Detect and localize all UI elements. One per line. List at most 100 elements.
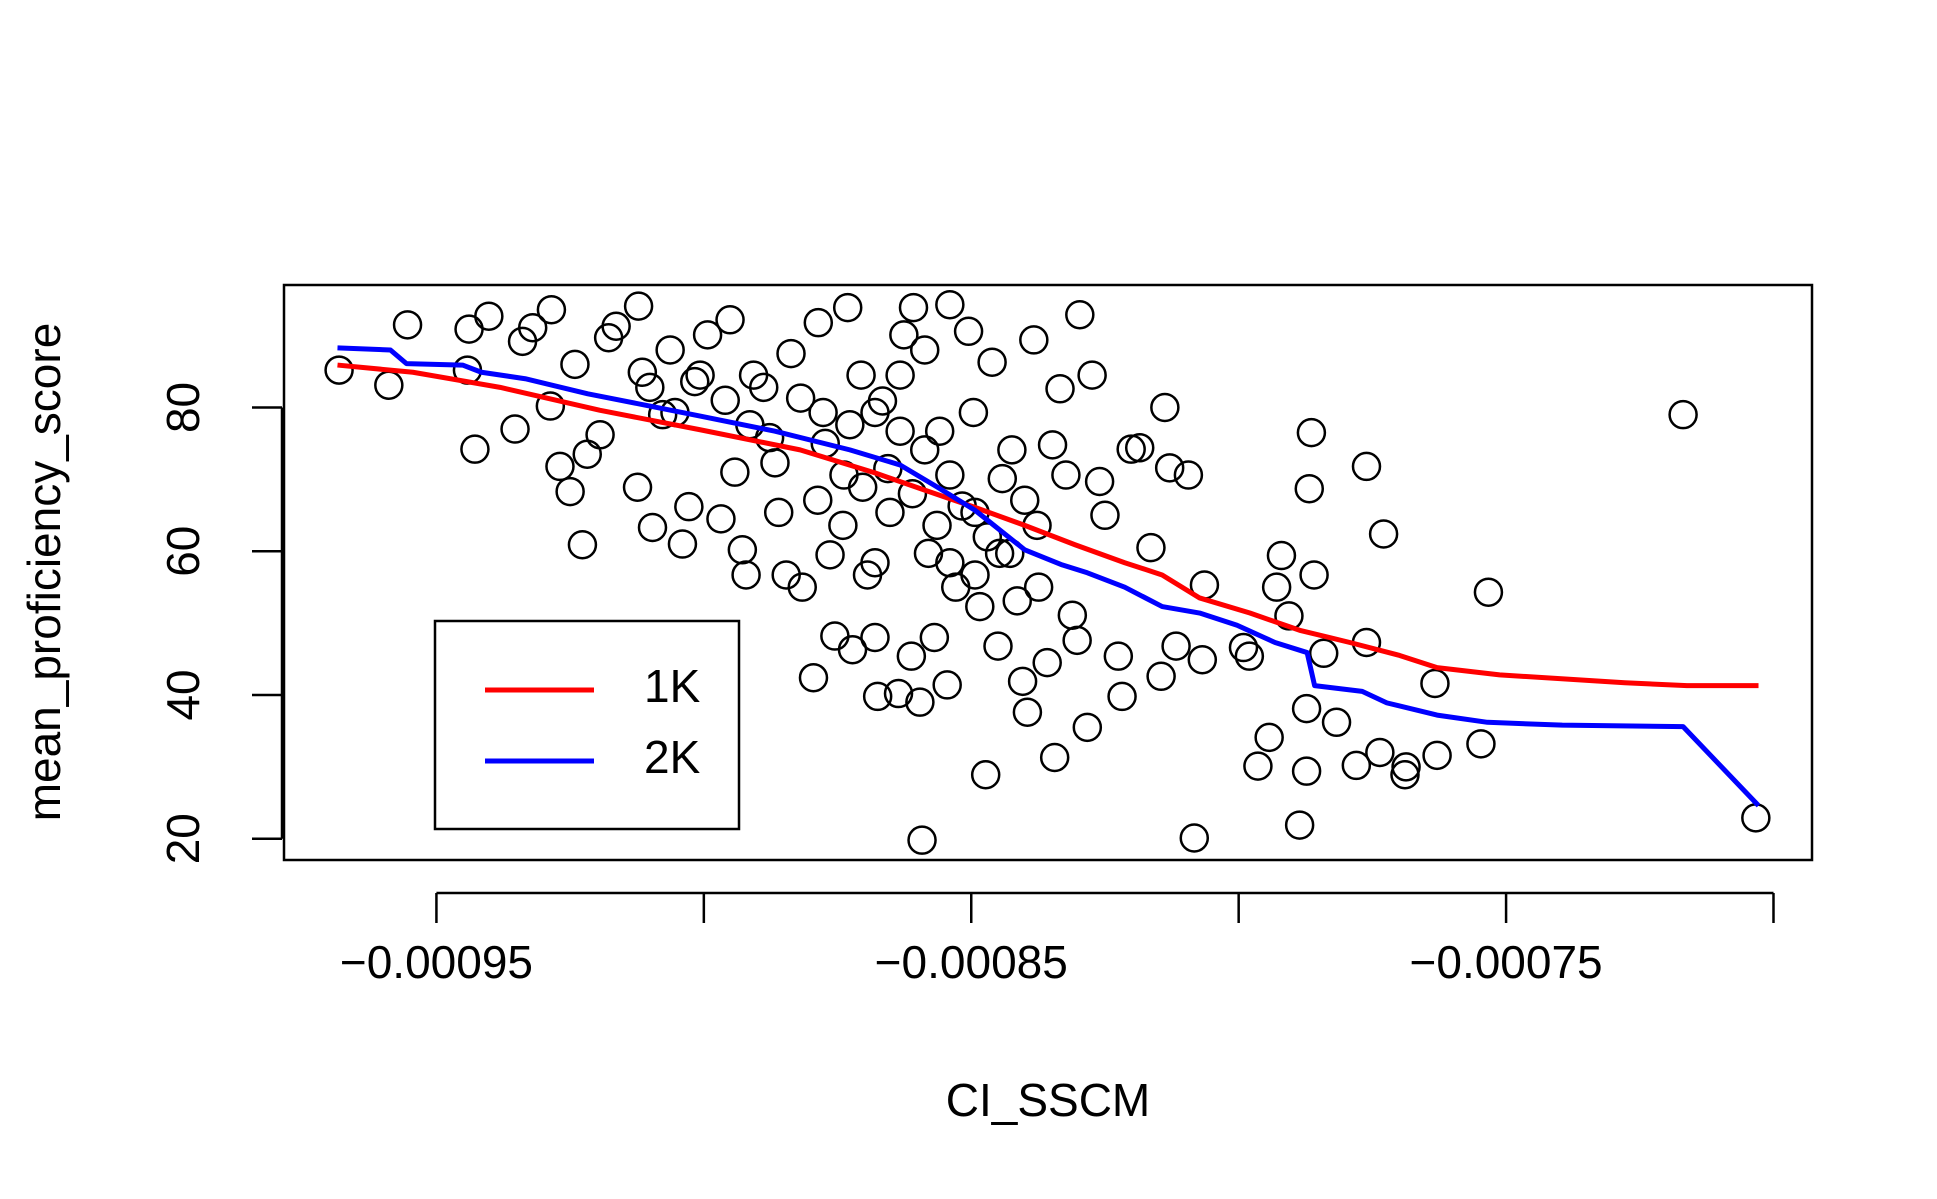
- point: [787, 572, 817, 602]
- point: [1291, 756, 1322, 786]
- point: [1365, 737, 1395, 768]
- point: [953, 316, 984, 347]
- x-tick-label: −0.00085: [875, 936, 1068, 988]
- point: [738, 360, 769, 390]
- point: [1002, 586, 1032, 616]
- point: [1274, 601, 1304, 631]
- point: [875, 497, 905, 528]
- point: [885, 416, 915, 446]
- point: [760, 448, 790, 478]
- point: [983, 631, 1013, 661]
- point: [374, 370, 404, 400]
- point: [970, 760, 1001, 790]
- point: [1187, 645, 1218, 675]
- point: [847, 472, 878, 503]
- point: [1420, 668, 1450, 699]
- point: [560, 349, 590, 380]
- point: [720, 457, 750, 487]
- point: [1019, 325, 1049, 355]
- point: [808, 397, 838, 428]
- point: [1072, 712, 1103, 743]
- point: [1284, 810, 1315, 840]
- point: [692, 320, 723, 350]
- y-tick-label: 80: [157, 382, 209, 433]
- point: [637, 512, 668, 543]
- point: [972, 522, 1003, 552]
- point: [685, 360, 715, 390]
- point: [837, 634, 868, 665]
- point: [763, 497, 794, 528]
- point: [1466, 729, 1496, 759]
- line-series: [337, 345, 1761, 808]
- point: [1039, 742, 1070, 773]
- point: [832, 292, 863, 323]
- point: [1065, 300, 1095, 330]
- point: [1351, 451, 1382, 482]
- point: [965, 591, 995, 622]
- legend-label: 2K: [644, 731, 701, 783]
- x-tick-label: −0.00075: [1410, 936, 1603, 988]
- legend-label: 1K: [644, 660, 701, 712]
- y-tick-label: 40: [157, 669, 209, 720]
- point: [987, 463, 1018, 494]
- point: [1391, 752, 1421, 782]
- point: [1294, 473, 1325, 504]
- point: [776, 338, 806, 369]
- point: [1032, 647, 1062, 678]
- point: [1062, 625, 1092, 656]
- point: [924, 416, 955, 446]
- point: [1124, 432, 1155, 463]
- point: [622, 472, 653, 503]
- point: [567, 530, 598, 560]
- y-tick-label: 60: [157, 526, 209, 577]
- point: [1116, 434, 1146, 464]
- point: [1084, 466, 1115, 497]
- point: [324, 355, 354, 385]
- point: [1261, 572, 1292, 602]
- point: [835, 409, 865, 440]
- point: [896, 641, 927, 671]
- point: [1741, 803, 1771, 833]
- point: [860, 397, 890, 428]
- y-tick-label: 20: [157, 813, 209, 864]
- point: [1146, 661, 1176, 692]
- point: [935, 460, 965, 490]
- point: [474, 301, 504, 331]
- point: [460, 434, 490, 464]
- point: [1308, 638, 1339, 669]
- point: [1668, 399, 1698, 430]
- point: [674, 491, 704, 522]
- point: [667, 529, 698, 559]
- point: [679, 366, 710, 397]
- point: [727, 535, 758, 565]
- point: [1234, 641, 1265, 671]
- x-axis-title: CI_SSCM: [946, 1074, 1150, 1126]
- point: [897, 478, 928, 509]
- point: [500, 414, 530, 444]
- point: [909, 335, 940, 365]
- point: [932, 670, 962, 700]
- point: [585, 420, 615, 450]
- point: [1154, 453, 1185, 483]
- point: [1254, 722, 1284, 753]
- point: [885, 360, 915, 390]
- point: [883, 678, 914, 709]
- point: [555, 476, 585, 507]
- point: [731, 560, 761, 590]
- point: [1228, 632, 1259, 663]
- point: [1299, 560, 1329, 590]
- point: [635, 372, 665, 403]
- point: [1150, 392, 1180, 423]
- point: [1007, 666, 1038, 697]
- point: [1296, 417, 1327, 448]
- point: [958, 397, 989, 428]
- point: [1321, 707, 1352, 738]
- point: [392, 310, 423, 340]
- point: [572, 439, 602, 469]
- point: [627, 357, 658, 388]
- point: [545, 451, 575, 482]
- point: [889, 320, 919, 350]
- point: [1341, 750, 1372, 781]
- point: [1161, 631, 1191, 661]
- point: [715, 305, 745, 335]
